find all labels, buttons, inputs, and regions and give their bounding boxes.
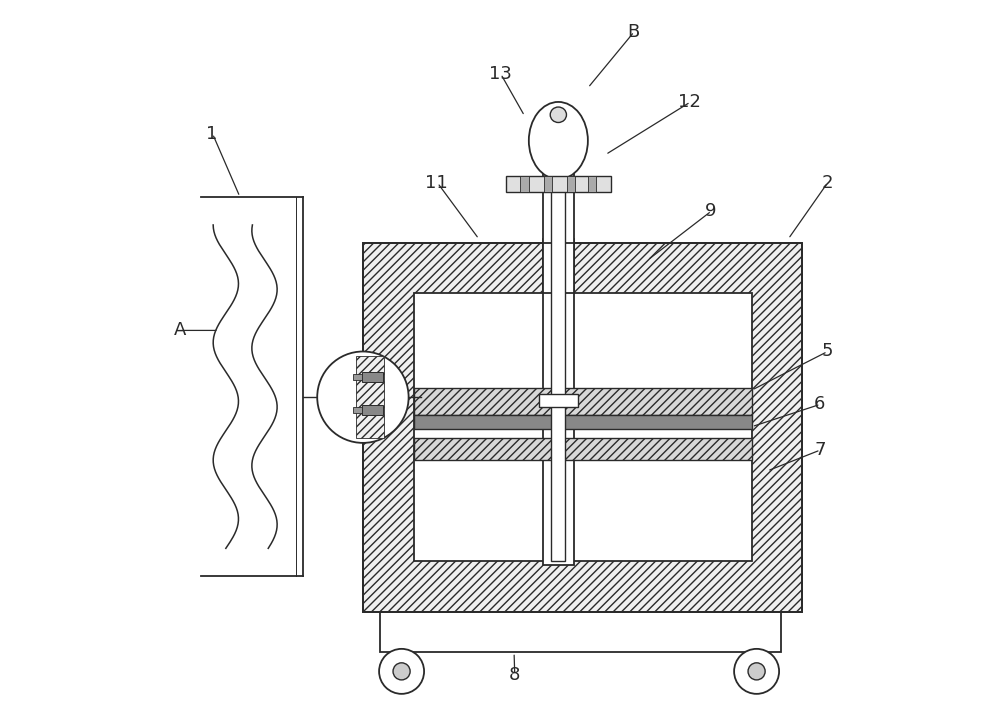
Text: 8: 8: [508, 666, 520, 684]
Text: 9: 9: [705, 202, 717, 220]
Bar: [353, 374, 362, 380]
Text: A: A: [174, 321, 186, 340]
Text: 11: 11: [425, 174, 448, 192]
Bar: [543, 239, 574, 293]
Bar: [414, 438, 752, 460]
Bar: [588, 176, 596, 192]
Ellipse shape: [529, 102, 588, 179]
Bar: [362, 405, 383, 415]
Circle shape: [393, 663, 410, 680]
Circle shape: [317, 352, 409, 443]
Text: 1: 1: [206, 124, 217, 143]
Text: 12: 12: [678, 93, 701, 111]
Bar: [551, 158, 565, 561]
Bar: [543, 243, 574, 565]
Circle shape: [379, 649, 424, 694]
Text: 2: 2: [821, 174, 833, 192]
Bar: [544, 176, 552, 192]
Bar: [414, 293, 752, 561]
Bar: [363, 243, 802, 612]
Bar: [539, 394, 578, 407]
Bar: [414, 388, 752, 415]
Text: 13: 13: [489, 65, 511, 83]
Bar: [353, 407, 362, 413]
Text: 7: 7: [814, 441, 826, 459]
Bar: [414, 415, 752, 429]
Bar: [506, 176, 611, 192]
Bar: [362, 372, 383, 382]
Circle shape: [748, 663, 765, 680]
Circle shape: [734, 649, 779, 694]
Bar: [543, 151, 574, 243]
Bar: [363, 243, 802, 612]
Bar: [520, 176, 529, 192]
Text: 5: 5: [821, 342, 833, 361]
Ellipse shape: [550, 107, 566, 122]
Text: B: B: [627, 22, 640, 41]
Bar: [380, 612, 781, 652]
Bar: [567, 176, 575, 192]
Bar: [356, 356, 384, 439]
Text: 6: 6: [814, 395, 826, 413]
